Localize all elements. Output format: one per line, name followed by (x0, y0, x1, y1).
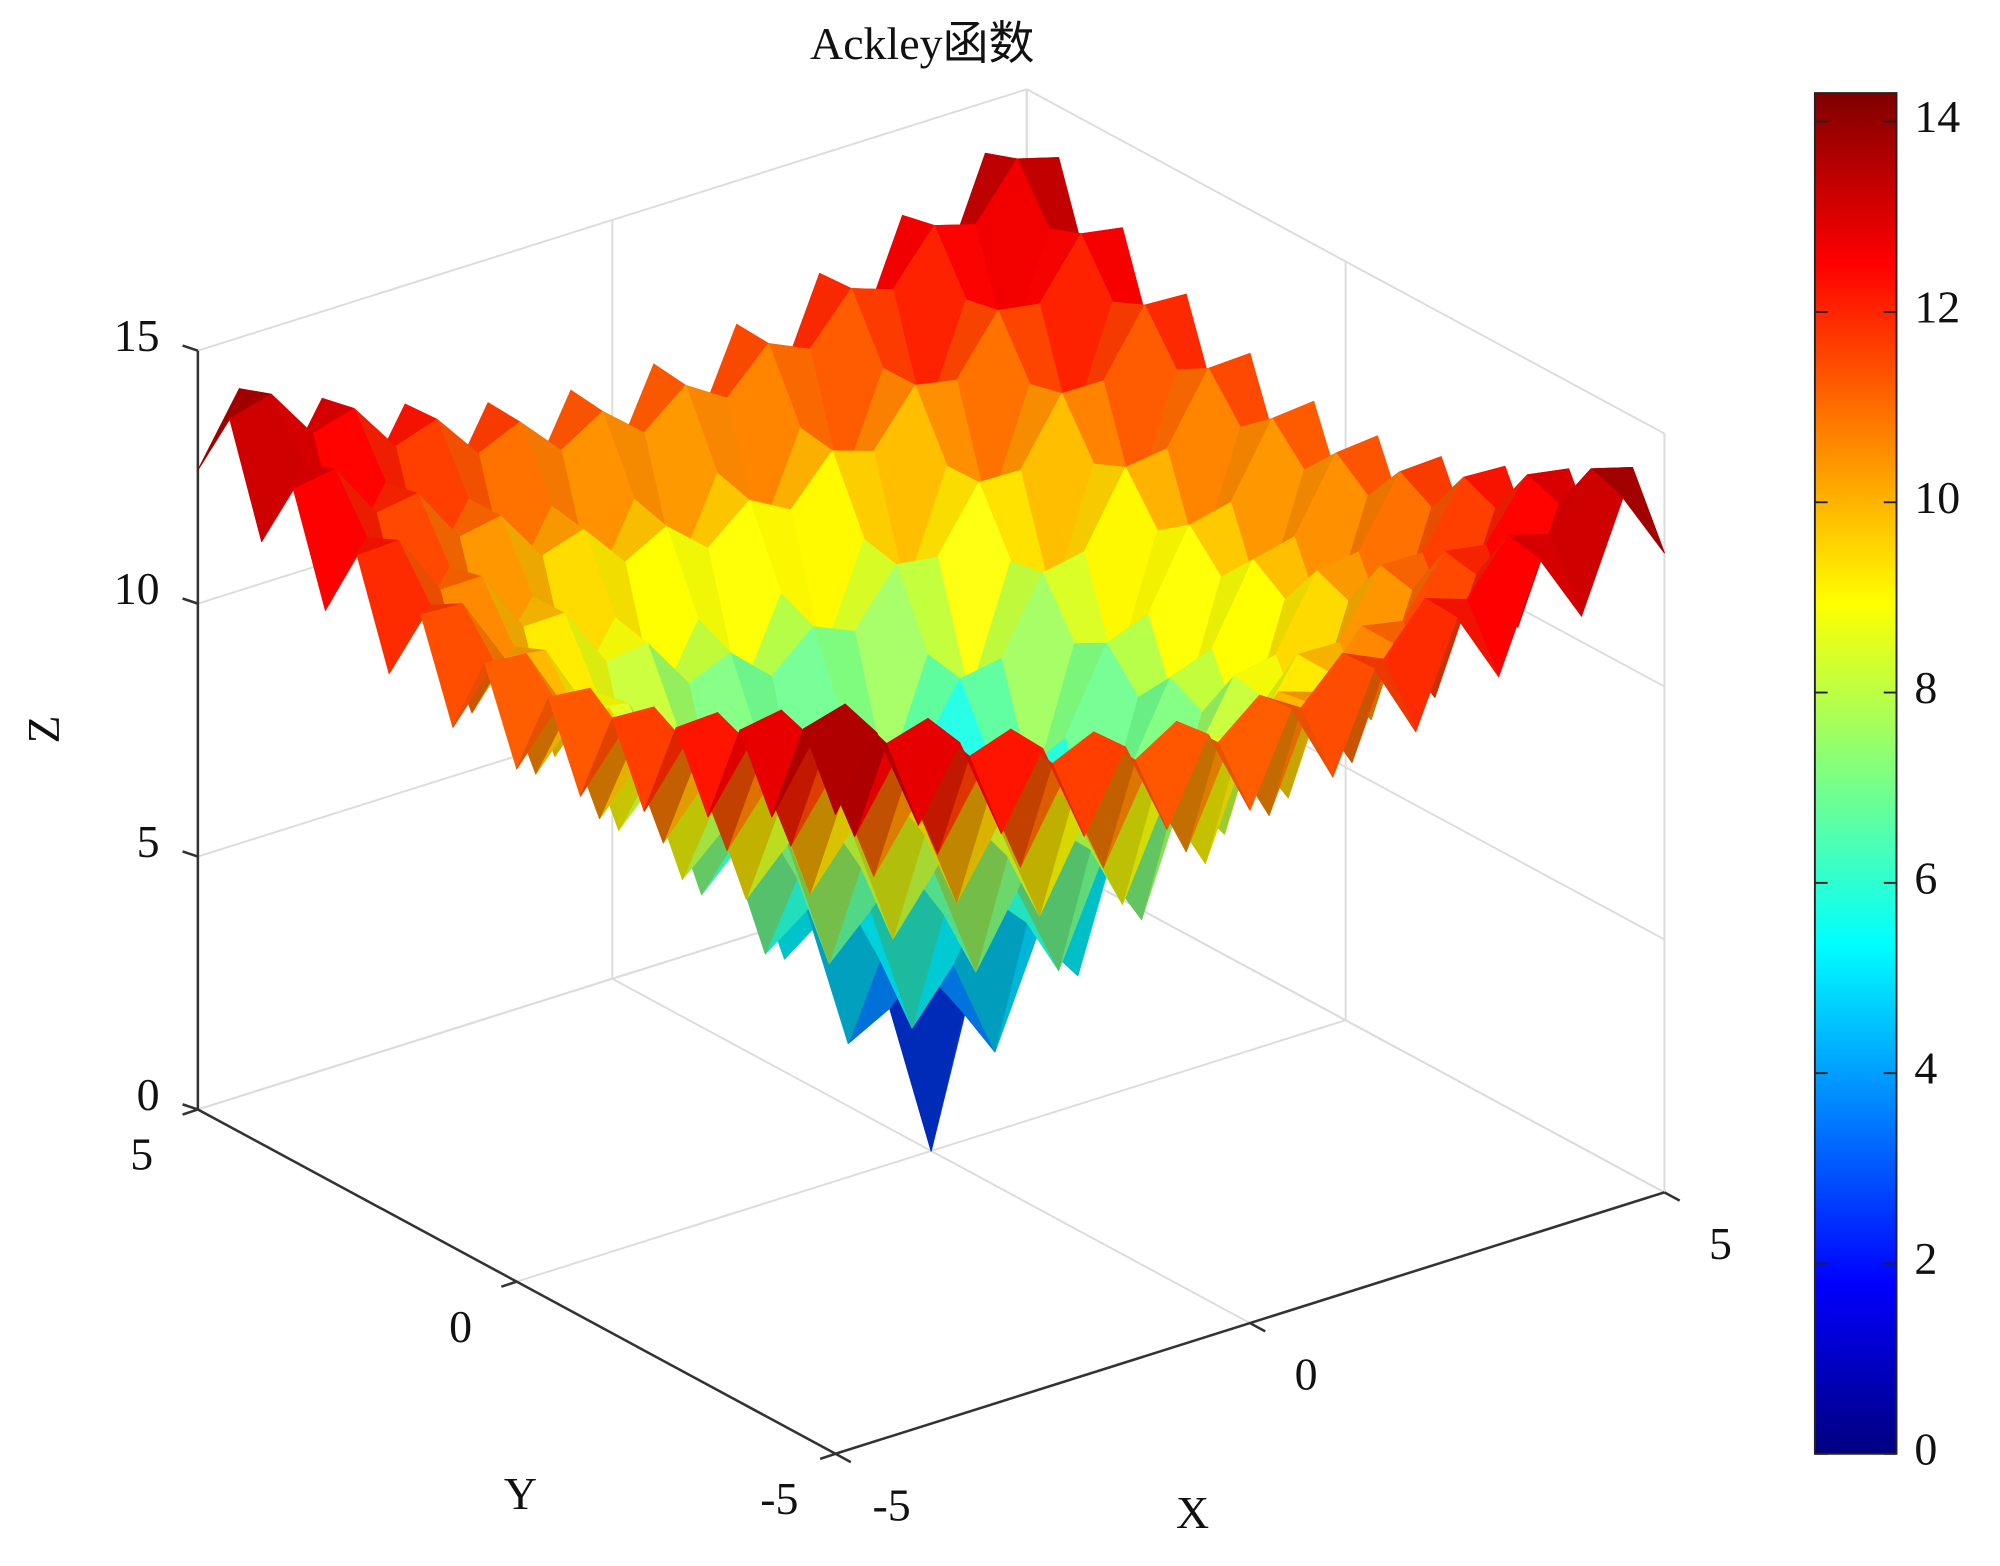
colorbar-tick-label: 8 (1914, 662, 1937, 713)
z-tick-label: 10 (114, 563, 160, 614)
colorbar-tick-label: 0 (1914, 1423, 1937, 1474)
z-tick (182, 1103, 199, 1111)
y-axis-line (197, 1108, 837, 1455)
x-axis-label: X (1176, 1487, 1209, 1538)
x-tick (1249, 1321, 1266, 1333)
y-tick-label: 0 (449, 1301, 472, 1352)
y-tick-label: 5 (130, 1129, 153, 1180)
z-tick-label: 5 (137, 816, 160, 867)
surface-patch (803, 703, 878, 815)
x-tick-label: 5 (1709, 1218, 1732, 1269)
y-tick (500, 1280, 518, 1288)
colorbar (1813, 92, 1898, 1455)
x-tick-label: 0 (1295, 1349, 1318, 1400)
z-tick-label: 0 (137, 1069, 160, 1120)
z-tick (182, 344, 199, 352)
colorbar-tick-label: 6 (1914, 852, 1937, 903)
z-tick-label: 15 (114, 310, 160, 361)
x-tick (834, 1452, 852, 1464)
z-tick (182, 850, 199, 858)
y-tick (819, 1452, 836, 1461)
y-tick-label: -5 (760, 1473, 798, 1524)
colorbar-tick-label: 10 (1914, 472, 1960, 523)
y-tick (182, 1108, 199, 1116)
y-axis-label: Y (504, 1468, 537, 1519)
colorbar-tick-label: 2 (1914, 1233, 1937, 1284)
x-tick-label: -5 (872, 1479, 910, 1530)
colorbar-tick-label: 4 (1914, 1043, 1937, 1094)
colorbar-tick-label: 14 (1914, 91, 1960, 142)
surface (197, 152, 1665, 1152)
colorbar-tick-label: 12 (1914, 281, 1960, 332)
z-tick (182, 597, 199, 605)
x-tick (1663, 1191, 1681, 1202)
chart-title: Ackley函数 (810, 18, 1034, 69)
z-axis-label: Z (18, 715, 69, 743)
